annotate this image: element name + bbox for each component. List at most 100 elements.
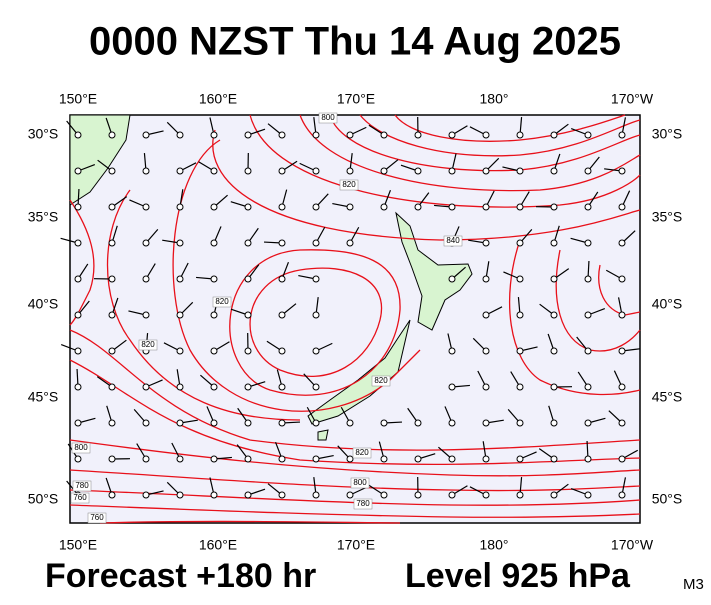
barb-station — [211, 240, 217, 246]
barb-station — [449, 168, 455, 174]
barb-station — [381, 168, 387, 174]
barb-station — [279, 348, 285, 354]
barb-station — [585, 492, 591, 498]
barb-station — [279, 312, 285, 318]
barb-station — [177, 276, 183, 282]
barb-station — [483, 168, 489, 174]
barb-station — [75, 348, 81, 354]
contour-label: 820 — [342, 180, 356, 189]
barb-station — [245, 168, 251, 174]
barb-station — [211, 312, 217, 318]
barb-station — [517, 348, 523, 354]
barb-station — [415, 168, 421, 174]
barb-station — [211, 168, 217, 174]
barb-station — [449, 492, 455, 498]
barb-station — [483, 276, 489, 282]
barb-station — [347, 132, 353, 138]
barb-station — [517, 492, 523, 498]
barb-station — [381, 492, 387, 498]
barb-station — [347, 168, 353, 174]
barb-station — [143, 132, 149, 138]
barb-station — [279, 456, 285, 462]
barb-station — [313, 456, 319, 462]
lon-label-bottom: 150°E — [59, 537, 97, 553]
barb-station — [347, 240, 353, 246]
barb-station — [415, 132, 421, 138]
barb-station — [211, 204, 217, 210]
barb-station — [585, 384, 591, 390]
barb-station — [143, 492, 149, 498]
barb-station — [75, 312, 81, 318]
contour-label: 760 — [73, 493, 87, 502]
barb-station — [551, 276, 557, 282]
barb-station — [619, 204, 625, 210]
barb-station — [75, 168, 81, 174]
stewart-island — [318, 430, 328, 440]
barb-station — [109, 168, 115, 174]
barb-station — [551, 492, 557, 498]
barb-station — [245, 132, 251, 138]
barb-station — [517, 312, 523, 318]
barb-station — [75, 132, 81, 138]
barb-station — [483, 312, 489, 318]
lon-label-top: 180° — [480, 91, 509, 107]
lon-label-top: 160°E — [199, 91, 237, 107]
barb-station — [75, 276, 81, 282]
barb-station — [483, 204, 489, 210]
barb-station — [313, 204, 319, 210]
barb-station — [143, 384, 149, 390]
lon-label-bottom: 170°E — [337, 537, 375, 553]
barb-station — [279, 492, 285, 498]
barb-station — [313, 240, 319, 246]
barb-station — [75, 456, 81, 462]
barb-station — [585, 456, 591, 462]
barb-station — [313, 312, 319, 318]
barb-station — [381, 420, 387, 426]
barb-station — [245, 492, 251, 498]
barb-station — [449, 276, 455, 282]
barb-station — [619, 276, 625, 282]
barb-station — [585, 132, 591, 138]
barb-station — [177, 240, 183, 246]
barb-station — [279, 384, 285, 390]
lat-label-right: 35°S — [652, 209, 683, 225]
barb-station — [449, 132, 455, 138]
barb-station — [109, 384, 115, 390]
barb-station — [109, 276, 115, 282]
barb-station — [415, 456, 421, 462]
barb-station — [619, 348, 625, 354]
barb-station — [619, 456, 625, 462]
barb-station — [619, 420, 625, 426]
barb-station — [177, 492, 183, 498]
barb-station — [517, 132, 523, 138]
barb-station — [517, 240, 523, 246]
barb-station — [177, 456, 183, 462]
barb-station — [619, 312, 625, 318]
barb-station — [177, 312, 183, 318]
contour-label: 780 — [356, 499, 370, 508]
barb-station — [211, 348, 217, 354]
barb-station — [619, 240, 625, 246]
level: Level 925 hPa — [405, 557, 631, 595]
lat-label-left: 50°S — [28, 491, 59, 507]
contour-label: 780 — [75, 481, 89, 490]
barb-station — [517, 456, 523, 462]
barb-station — [279, 276, 285, 282]
barb-station — [143, 312, 149, 318]
barb-station — [483, 348, 489, 354]
barb-station — [517, 204, 523, 210]
barb-station — [177, 384, 183, 390]
barb-station — [585, 420, 591, 426]
barb-station — [381, 132, 387, 138]
barb-station — [109, 492, 115, 498]
barb-station — [211, 420, 217, 426]
barb-station — [551, 132, 557, 138]
barb-station — [109, 132, 115, 138]
lat-label-right: 40°S — [652, 296, 683, 312]
barb-station — [313, 168, 319, 174]
barb-station — [75, 240, 81, 246]
lat-label-right: 50°S — [652, 491, 683, 507]
barb-station — [177, 348, 183, 354]
contour-label: 820 — [374, 376, 388, 385]
barb-station — [245, 276, 251, 282]
